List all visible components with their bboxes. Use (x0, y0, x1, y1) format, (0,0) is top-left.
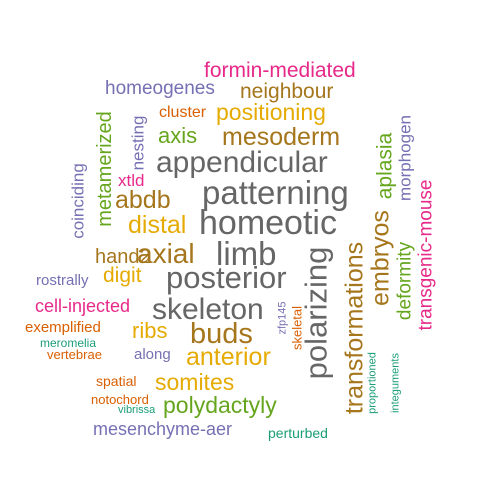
word-polydactyly: polydactyly (163, 392, 277, 418)
word-meromelia: meromelia (40, 336, 97, 350)
word-anterior: anterior (186, 343, 271, 371)
word-transgenic-mouse: transgenic-mouse (415, 179, 437, 331)
word-cell-injected: cell-injected (35, 296, 131, 316)
word-nesting: nesting (128, 115, 148, 171)
word-proportioned: proportioned (366, 352, 379, 414)
word-deformity: deformity (394, 241, 416, 321)
word-axis: axis (158, 123, 198, 148)
word-integuments: integuments (389, 353, 402, 413)
word-skeleton: skeleton (152, 293, 264, 326)
word-skeletal: skeletal (289, 305, 305, 351)
word-formin-mediated: formin-mediated (204, 59, 356, 82)
word-ribs: ribs (132, 318, 168, 343)
word-limb: limb (216, 235, 277, 272)
word-metamerized: metamerized (94, 111, 116, 227)
word-transformations: transformations (340, 241, 369, 415)
word-zfp145: zfp145 (276, 301, 289, 335)
word-along: along (134, 346, 171, 363)
word-appendicular: appendicular (156, 146, 328, 179)
word-xtld: xtld (118, 171, 145, 190)
word-vibrissa: vibrissa (118, 404, 156, 416)
word-notochord: notochord (91, 392, 149, 407)
word-morphogen: morphogen (395, 114, 415, 202)
word-axial: axial (137, 238, 195, 269)
word-perturbed: perturbed (268, 425, 328, 441)
word-mesoderm: mesoderm (222, 123, 341, 151)
word-abdb: abdb (115, 186, 171, 214)
word-posterior: posterior (166, 260, 287, 295)
word-neighbour: neighbour (240, 80, 334, 103)
word-cluster: cluster (159, 104, 207, 121)
word-positioning: positioning (216, 99, 326, 125)
word-vertebrae: vertebrae (47, 347, 102, 362)
word-distal: distal (128, 211, 187, 239)
word-homeotic: homeotic (199, 204, 337, 242)
word-rostrally: rostrally (36, 272, 89, 289)
word-coinciding: coinciding (68, 163, 88, 239)
word-spatial: spatial (96, 373, 137, 389)
word-patterning: patterning (202, 174, 349, 211)
word-mesenchyme-aer: mesenchyme-aer (93, 419, 233, 439)
word-buds: buds (190, 318, 253, 350)
word-somites: somites (155, 369, 235, 395)
word-embryos: embryos (366, 210, 395, 306)
word-polarizing: polarizing (298, 246, 334, 380)
word-hand2: hand2 (95, 246, 151, 268)
word-digit: digit (103, 264, 142, 287)
word-exemplified: exemplified (25, 319, 101, 336)
word-aplasia: aplasia (373, 132, 397, 200)
word-homeogenes: homeogenes (105, 78, 215, 99)
